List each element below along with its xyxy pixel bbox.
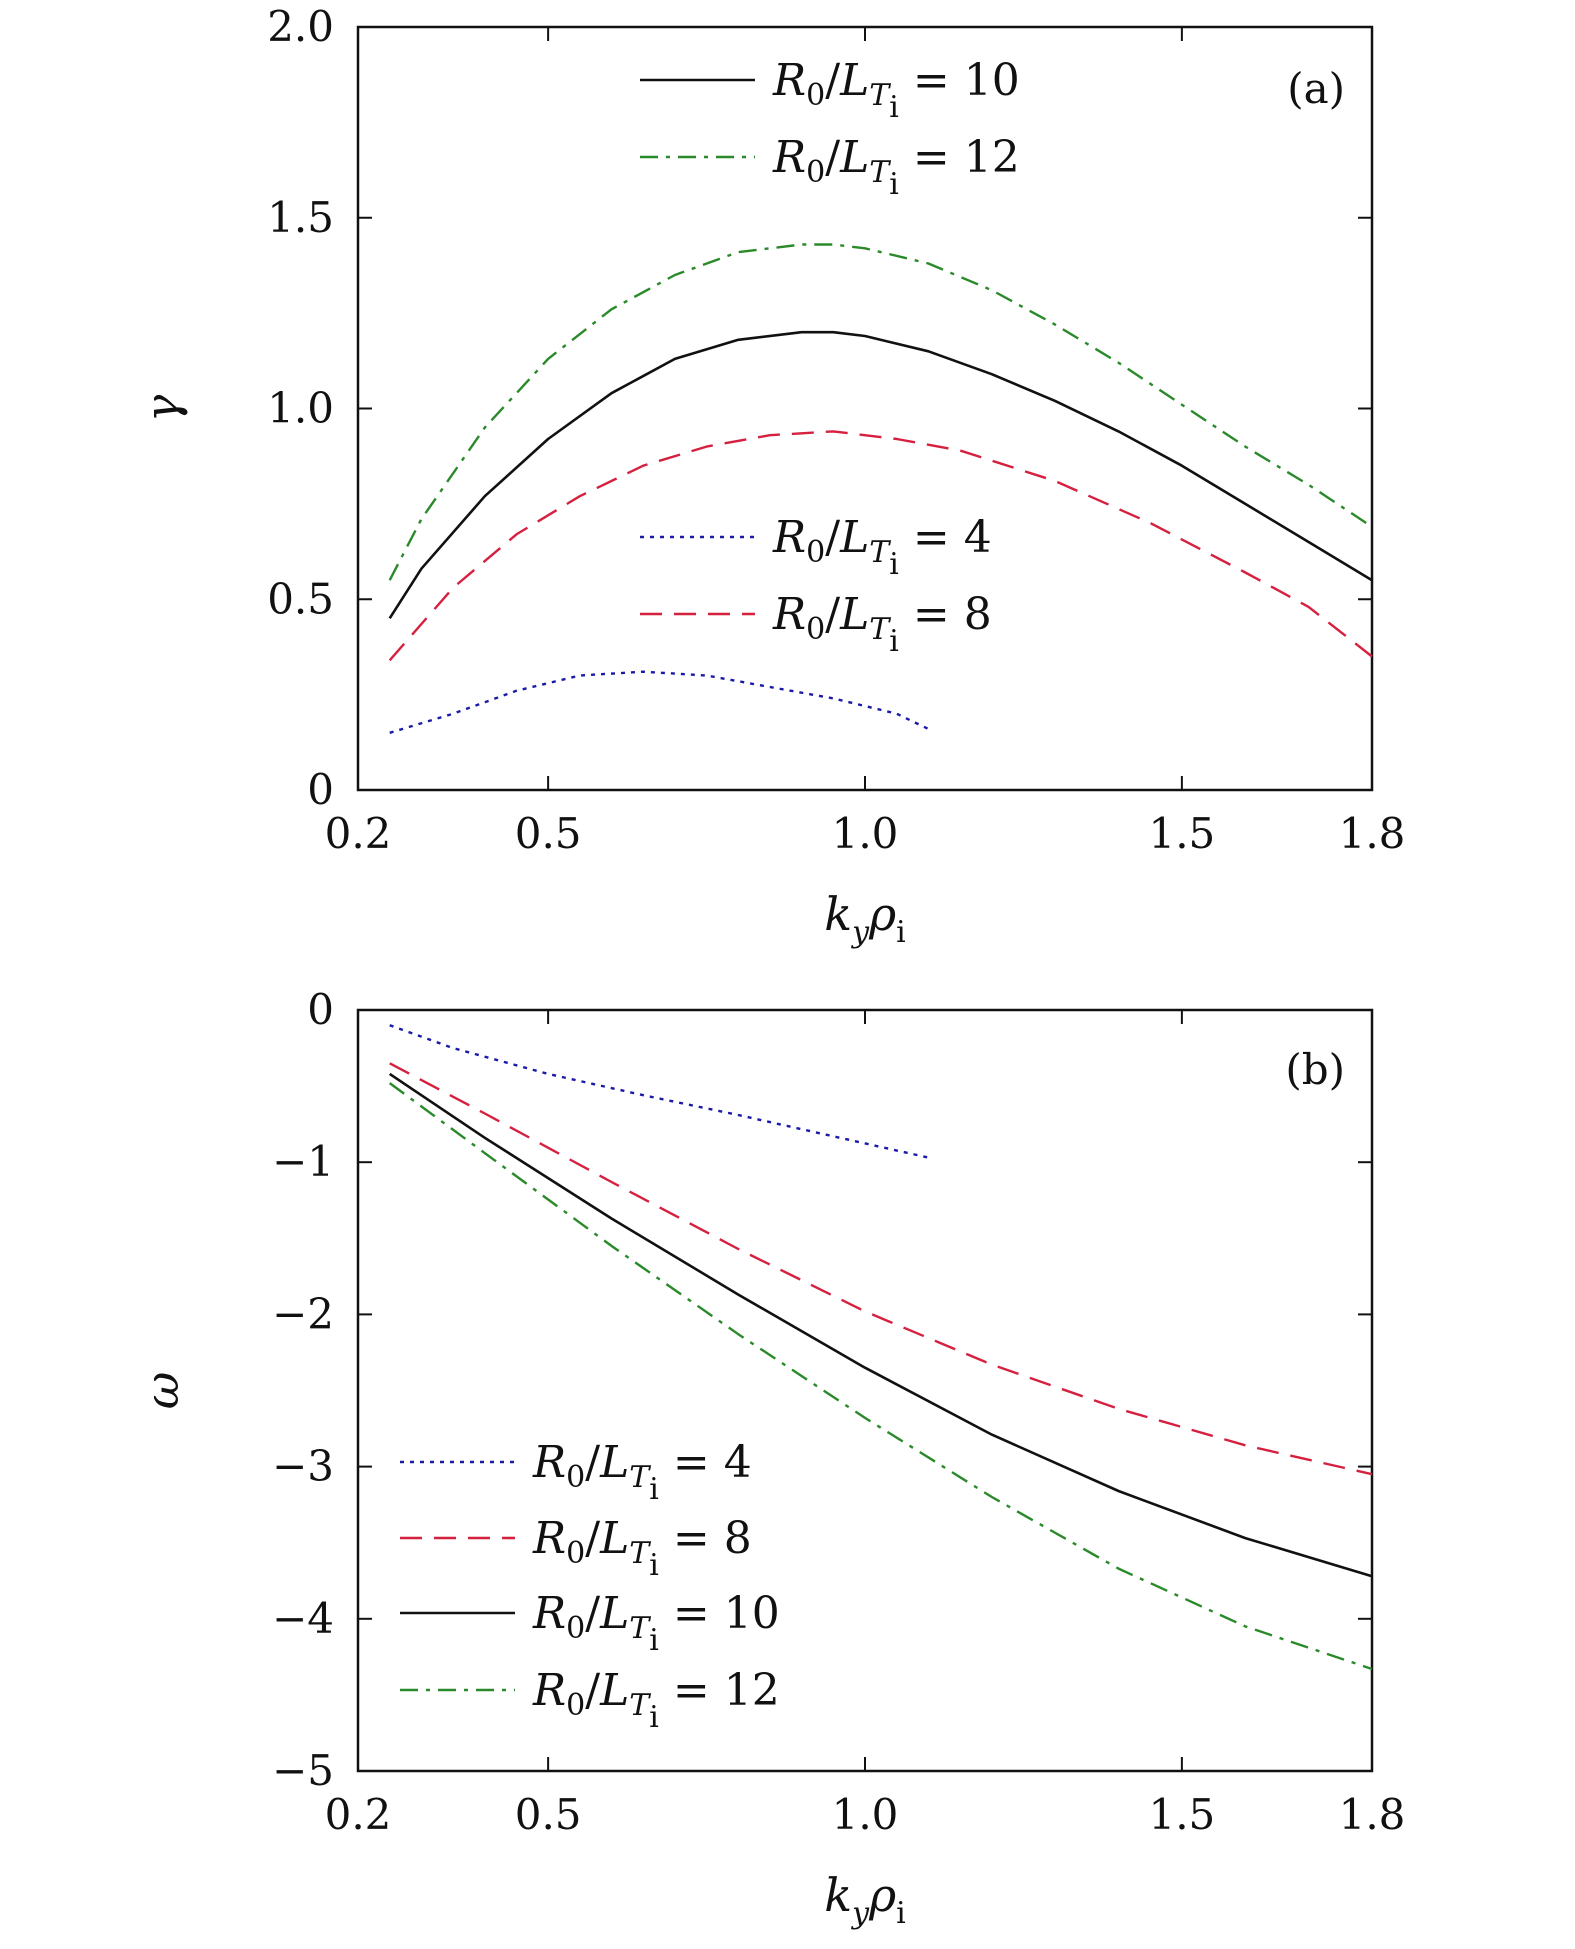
plot-frame xyxy=(356,1008,1374,1773)
series-line-4 xyxy=(389,670,929,734)
legend-label-4: R0/LTi = 4 xyxy=(532,1437,752,1507)
y-tick-label: 1.0 xyxy=(267,384,334,433)
x-tick-label: 1.5 xyxy=(1148,1790,1215,1839)
series-line-12 xyxy=(388,1082,1373,1671)
legend-label-8: R0/LTi = 8 xyxy=(532,1513,752,1583)
series-line-10 xyxy=(388,1072,1373,1578)
panel-b: 0.2 0.5 1.0 1.5 1.8 0 −1 −2 −3 −4 −5 kyρi ω (b) R0/LTi… xyxy=(135,985,1405,1931)
y-tick-label: 1.5 xyxy=(267,193,334,242)
legend-label-12: R0/LTi = 12 xyxy=(532,1665,780,1735)
x-tick-label: 0.5 xyxy=(515,809,582,858)
y-tick-label: 0.5 xyxy=(267,574,334,623)
y-tick-label: 0 xyxy=(307,985,334,1034)
x-tick-label: 1.8 xyxy=(1339,809,1406,858)
legend-label-12: R0/LTi = 12 xyxy=(772,132,1020,202)
x-tick-label: 1.0 xyxy=(832,809,899,858)
y-tick-label: −2 xyxy=(272,1289,334,1338)
legend-label-10: R0/LTi = 10 xyxy=(532,1588,780,1658)
series-line-4 xyxy=(389,1024,929,1159)
x-axis-label: kyρi xyxy=(824,887,905,950)
series-line-8 xyxy=(388,430,1373,662)
y-tick-label: −3 xyxy=(272,1442,334,1491)
series-line-8 xyxy=(389,1062,1373,1476)
panel-tag: (b) xyxy=(1285,1045,1345,1094)
y-tick-label: 0 xyxy=(307,765,334,814)
y-tick-label: −5 xyxy=(272,1746,334,1795)
x-tick-label: 1.0 xyxy=(832,1790,899,1839)
series-line-12 xyxy=(388,243,1373,581)
panel-a: 0.2 0.5 1.0 1.5 1.8 0 0.5 1.0 1.5 2.0 kyρi γ (a) R0/L… xyxy=(135,2,1405,950)
legend-label-10: R0/LTi = 10 xyxy=(772,55,1020,125)
panel-tag: (a) xyxy=(1287,64,1345,113)
legend-label-8: R0/LTi = 8 xyxy=(772,589,992,659)
x-tick-label: 0.5 xyxy=(515,1790,582,1839)
x-tick-label: 1.8 xyxy=(1339,1790,1406,1839)
x-tick-label: 0.2 xyxy=(325,809,392,858)
series-line-10 xyxy=(388,330,1373,620)
x-tick-label: 1.5 xyxy=(1148,809,1215,858)
x-axis-label: kyρi xyxy=(824,1868,905,1931)
y-axis-label: ω xyxy=(135,1372,189,1410)
y-tick-label: −1 xyxy=(272,1137,334,1186)
legend-label-4: R0/LTi = 4 xyxy=(772,512,992,582)
y-tick-label: −4 xyxy=(272,1594,334,1643)
x-tick-label: 0.2 xyxy=(325,1790,392,1839)
y-tick-label: 2.0 xyxy=(267,2,334,51)
y-axis-label: γ xyxy=(135,394,189,422)
